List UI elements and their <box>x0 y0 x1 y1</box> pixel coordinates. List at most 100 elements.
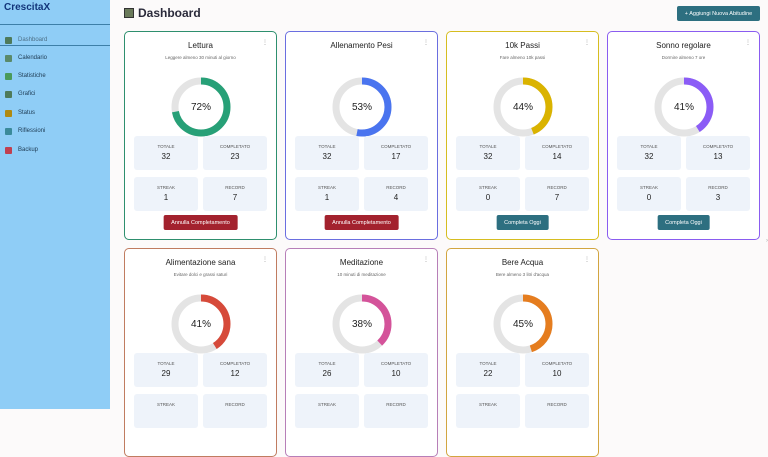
more-options-icon[interactable]: ⋮ <box>423 257 429 263</box>
stat-label: STREAK <box>639 185 658 190</box>
stat-value: 1 <box>163 193 169 202</box>
progress-percent: 45% <box>512 318 533 330</box>
sidebar-item-status[interactable]: Status <box>5 108 35 118</box>
donut-progress <box>171 294 231 354</box>
more-options-icon[interactable]: ⋮ <box>584 257 590 263</box>
briefcase-icon <box>5 146 12 154</box>
sidebar-item-statistiche[interactable]: Statistiche <box>5 71 46 81</box>
scroll-indicator[interactable]: › <box>766 238 768 244</box>
stat-completato: COMPLETATO 17 <box>364 136 428 170</box>
stat-completato: COMPLETATO 12 <box>203 353 267 387</box>
stat-totale: TOTALE 32 <box>295 136 359 170</box>
sidebar-item-label: Dashboard <box>18 37 48 43</box>
sidebar-item-label: Status <box>18 110 36 116</box>
stat-record: RECORD 7 <box>525 177 589 211</box>
sidebar-item-backup[interactable]: Backup <box>5 145 38 155</box>
stat-label: RECORD <box>225 402 245 407</box>
stat-label: TOTALE <box>479 361 497 366</box>
sidebar-item-riflessioni[interactable]: Riflessioni <box>5 126 45 136</box>
chart-icon <box>5 90 12 98</box>
calendar-icon <box>5 54 12 62</box>
stat-totale: TOTALE 32 <box>617 136 681 170</box>
more-options-icon[interactable]: ⋮ <box>262 257 268 263</box>
stat-record: RECORD <box>525 394 589 428</box>
stat-label: RECORD <box>547 402 567 407</box>
stat-value: 1 <box>324 193 330 202</box>
stat-completato: COMPLETATO 10 <box>525 353 589 387</box>
progress-percent: 53% <box>351 101 372 113</box>
stat-record: RECORD <box>203 394 267 428</box>
donut-progress <box>493 77 553 137</box>
habit-card: 10k Passi ⋮ Fare almeno 10k passi 44% TO… <box>446 31 599 240</box>
stat-value: 12 <box>230 369 240 378</box>
more-options-icon[interactable]: ⋮ <box>745 40 751 46</box>
stat-label: RECORD <box>547 185 567 190</box>
sidebar-item-dashboard[interactable]: Dashboard <box>5 35 47 45</box>
donut-progress <box>332 294 392 354</box>
stat-label: COMPLETATO <box>219 144 251 149</box>
checklist-icon <box>5 72 12 80</box>
stat-value: 7 <box>232 193 238 202</box>
complete-today-button[interactable]: Completa Oggi <box>657 215 710 230</box>
stat-label: TOTALE <box>318 144 336 149</box>
progress-donut <box>654 77 714 137</box>
habit-title: Sonno regolare <box>656 41 711 50</box>
stat-label: TOTALE <box>479 144 497 149</box>
sidebar-item-calendario[interactable]: Calendario <box>5 53 47 63</box>
stat-streak: STREAK <box>134 394 198 428</box>
progress-percent: 44% <box>512 101 533 113</box>
stat-totale: TOTALE 29 <box>134 353 198 387</box>
stat-value: 13 <box>713 152 723 161</box>
more-options-icon[interactable]: ⋮ <box>262 40 268 46</box>
stat-value: 17 <box>391 152 401 161</box>
stat-value: 29 <box>161 369 171 378</box>
progress-donut <box>332 294 392 354</box>
stat-label: COMPLETATO <box>380 144 412 149</box>
stat-completato: COMPLETATO 14 <box>525 136 589 170</box>
habit-description: Bere almeno 3 litri d'acqua <box>495 272 550 277</box>
stat-label: COMPLETATO <box>541 361 573 366</box>
stat-totale: TOTALE 22 <box>456 353 520 387</box>
habit-card: Bere Acqua ⋮ Bere almeno 3 litri d'acqua… <box>446 248 599 457</box>
stat-totale: TOTALE 26 <box>295 353 359 387</box>
stat-label: RECORD <box>225 185 245 190</box>
stat-label: RECORD <box>386 185 406 190</box>
stat-totale: TOTALE 32 <box>456 136 520 170</box>
stat-label: RECORD <box>708 185 728 190</box>
stat-label: COMPLETATO <box>380 361 412 366</box>
stat-label: RECORD <box>386 402 406 407</box>
add-habit-button[interactable]: + Aggiungi Nuova Abitudine <box>677 6 760 21</box>
complete-today-button[interactable]: Completa Oggi <box>496 215 549 230</box>
habit-card: Allenamento Pesi ⋮ 53% TOTALE 32 COMPLETAT… <box>285 31 438 240</box>
stat-value: 32 <box>644 152 654 161</box>
stat-label: TOTALE <box>157 361 175 366</box>
sidebar-item-label: Riflessioni <box>18 128 46 134</box>
stat-label: STREAK <box>478 185 497 190</box>
more-options-icon[interactable]: ⋮ <box>423 40 429 46</box>
trophy-icon <box>5 109 12 117</box>
progress-donut <box>171 77 231 137</box>
stat-value: 14 <box>552 152 562 161</box>
more-options-icon[interactable]: ⋮ <box>584 40 590 46</box>
habit-card: Sonno regolare ⋮ Dormire almeno 7 ore 41… <box>607 31 760 240</box>
progress-percent: 72% <box>190 101 211 113</box>
habit-title: Meditazione <box>339 258 384 267</box>
sidebar-item-grafici[interactable]: Grafici <box>5 89 35 99</box>
sidebar-item-label: Calendario <box>18 55 48 61</box>
stat-record: RECORD 3 <box>686 177 750 211</box>
sidebar-item-label: Backup <box>18 147 39 153</box>
stat-totale: TOTALE 32 <box>134 136 198 170</box>
stat-label: COMPLETATO <box>702 144 734 149</box>
stat-completato: COMPLETATO 10 <box>364 353 428 387</box>
stat-value: 10 <box>552 369 562 378</box>
stat-value: 23 <box>230 152 240 161</box>
divider <box>0 45 110 46</box>
undo-completion-button[interactable]: Annulla Completamento <box>163 215 238 230</box>
progress-percent: 41% <box>190 318 211 330</box>
progress-percent: 41% <box>673 101 694 113</box>
divider <box>0 24 110 25</box>
stat-streak: STREAK <box>295 394 359 428</box>
undo-completion-button[interactable]: Annulla Completamento <box>324 215 399 230</box>
stat-label: STREAK <box>317 402 336 407</box>
habit-title: Lettura <box>188 41 213 50</box>
